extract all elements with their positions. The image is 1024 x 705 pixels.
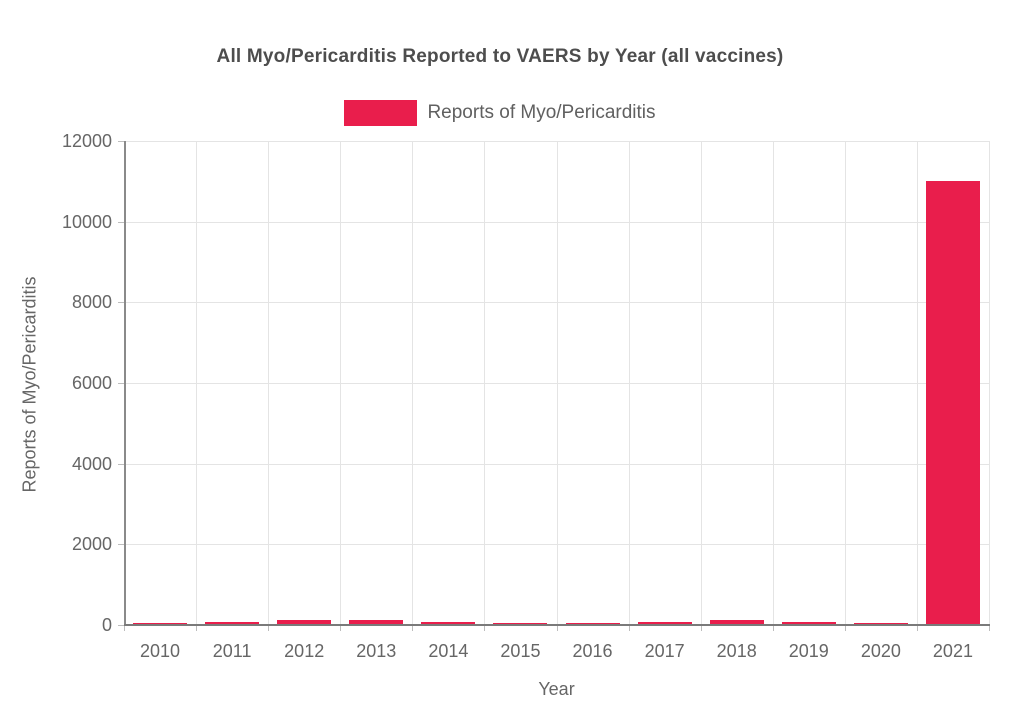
v-gridline <box>268 141 270 625</box>
x-tick-label: 2011 <box>212 641 252 661</box>
y-tick-mark <box>118 383 124 384</box>
x-axis-line <box>124 624 990 626</box>
bar-2020 <box>853 622 908 625</box>
x-axis-title: Year <box>538 679 575 699</box>
x-tick-mark <box>412 625 414 631</box>
bar-2016 <box>565 622 620 625</box>
x-tick-mark <box>340 625 342 631</box>
y-axis-line <box>124 141 126 626</box>
y-tick-label: 2000 <box>71 534 112 555</box>
y-tick-mark <box>118 463 124 465</box>
x-tick-mark <box>556 625 558 631</box>
y-tick-mark <box>118 625 124 626</box>
x-tick-mark <box>916 625 918 631</box>
y-tick-label: 0 <box>101 615 112 635</box>
x-tick-mark <box>628 625 630 631</box>
y-tick-mark <box>118 302 124 304</box>
v-gridline <box>772 141 774 625</box>
y-tick-label: 4000 <box>71 453 112 474</box>
bar-2018 <box>709 620 764 625</box>
v-gridline <box>340 141 342 625</box>
x-tick-label: 2012 <box>284 641 325 661</box>
x-tick-mark <box>484 625 486 631</box>
legend-label: Reports of Myo/Pericarditis <box>427 102 656 123</box>
y-tick-mark <box>118 221 124 223</box>
bar-2012 <box>277 620 332 625</box>
x-tick-label: 2014 <box>428 641 469 661</box>
x-tick-mark <box>124 625 125 631</box>
v-gridline <box>916 141 918 625</box>
legend[interactable]: Reports of Myo/Pericarditis <box>0 100 1000 126</box>
x-tick-mark <box>989 625 990 631</box>
bar-2021 <box>925 181 980 625</box>
bar-2017 <box>637 622 692 625</box>
y-tick-label: 10000 <box>61 211 112 232</box>
x-tick-mark <box>844 625 846 631</box>
v-gridline <box>556 141 558 625</box>
x-tick-label: 2017 <box>644 641 685 661</box>
y-tick-mark <box>118 141 124 142</box>
x-tick-mark <box>700 625 702 631</box>
legend-swatch-icon <box>344 100 418 126</box>
bar-2013 <box>349 620 404 625</box>
v-gridline <box>989 141 990 625</box>
x-tick-label: 2013 <box>356 641 397 661</box>
x-tick-mark <box>196 625 198 631</box>
x-tick-label: 2021 <box>932 641 973 661</box>
y-tick-label: 12000 <box>61 131 112 151</box>
y-axis-title: Reports of Myo/Pericarditis <box>19 276 40 493</box>
v-gridline <box>700 141 702 625</box>
v-gridline <box>484 141 486 625</box>
x-tick-mark <box>268 625 270 631</box>
bar-2019 <box>781 622 836 625</box>
bar-2011 <box>205 622 260 625</box>
v-gridline <box>844 141 846 625</box>
x-tick-label: 2018 <box>716 641 757 661</box>
y-tick-label: 6000 <box>71 373 112 393</box>
bar-2010 <box>133 622 188 625</box>
v-gridline <box>412 141 414 625</box>
x-tick-label: 2020 <box>860 641 901 661</box>
bar-2014 <box>421 622 476 625</box>
chart-title: All Myo/Pericarditis Reported to VAERS b… <box>216 46 784 67</box>
y-tick-mark <box>118 544 124 546</box>
v-gridline <box>628 141 630 625</box>
x-tick-label: 2010 <box>140 641 181 661</box>
y-tick-label: 8000 <box>71 292 112 313</box>
x-tick-mark <box>772 625 774 631</box>
v-gridline <box>196 141 198 625</box>
x-tick-label: 2019 <box>788 641 829 661</box>
x-tick-label: 2015 <box>500 641 541 661</box>
x-tick-label: 2016 <box>572 641 613 661</box>
